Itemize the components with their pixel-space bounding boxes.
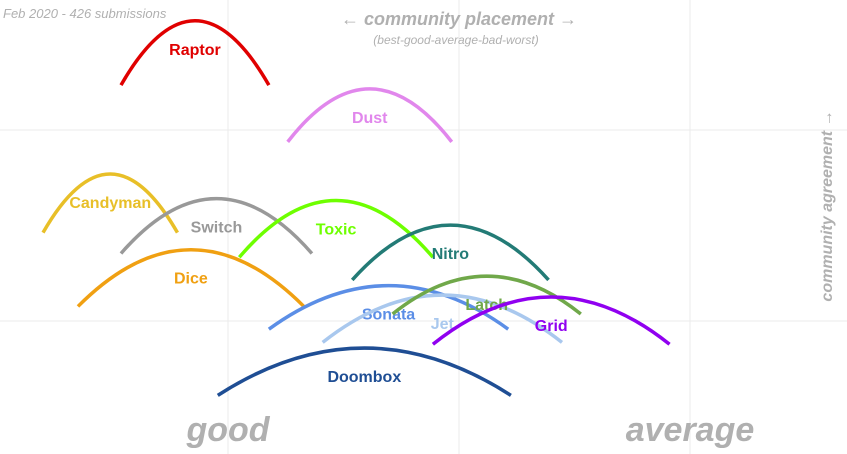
series-arc-switch	[119, 197, 314, 255]
series-label-toxic: Toxic	[316, 222, 357, 239]
series-label-doombox: Doombox	[327, 369, 401, 386]
series-arc-dice	[76, 248, 306, 308]
series-label-dice: Dice	[174, 271, 208, 288]
series-label-switch: Switch	[191, 220, 243, 237]
series-layer: Raptor Dust Candyman Switch Toxic Nitro Dice So…	[41, 19, 671, 397]
series-arc-sonata	[267, 284, 510, 331]
series-label-sonata: Sonata	[362, 307, 415, 324]
y-axis-label: community agreement →	[819, 110, 836, 301]
submission-note: Feb 2020 - 426 submissions	[3, 6, 167, 21]
series-label-nitro: Nitro	[432, 246, 470, 263]
series-label-jet: Jet	[431, 316, 455, 333]
series-arc-jet	[321, 293, 564, 344]
x-axis-sublabel: (best-good-average-bad-worst)	[373, 33, 538, 47]
series-arc-candyman	[41, 172, 179, 234]
series-label-grid: Grid	[535, 318, 568, 335]
series-label-dust: Dust	[352, 110, 388, 127]
x-category-label-average: average	[626, 411, 755, 449]
series-arc-dust	[286, 87, 454, 143]
x-category-label-good: good	[185, 411, 270, 449]
x-axis-label: ← community placement →	[341, 9, 577, 29]
series-arc-grid	[431, 295, 671, 346]
series-arc-raptor	[119, 19, 271, 86]
series-label-candyman: Candyman	[69, 195, 151, 212]
series-arc-doombox	[216, 346, 512, 397]
series-arc-toxic	[237, 198, 435, 259]
series-label-latch: Latch	[465, 297, 508, 314]
series-arc-nitro	[350, 223, 550, 282]
series-label-raptor: Raptor	[169, 42, 221, 59]
